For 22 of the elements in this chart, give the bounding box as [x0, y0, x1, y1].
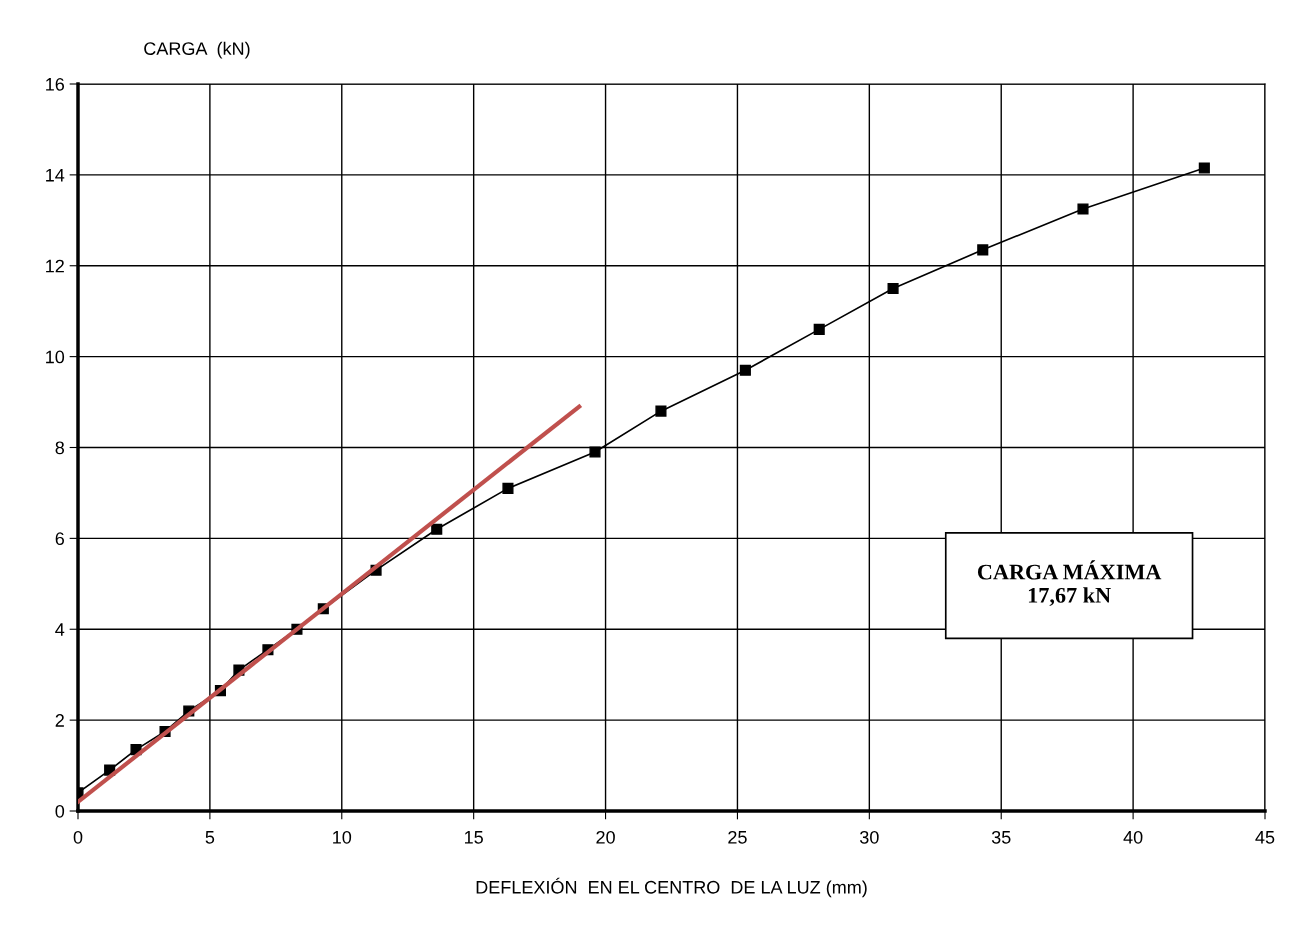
x-tick-label: 0: [73, 830, 83, 844]
x-tick-label: 15: [465, 831, 483, 844]
y-tick-label: 10: [46, 350, 65, 364]
y-tick-label: 4: [55, 623, 65, 636]
y-tick-label: 14: [46, 169, 65, 182]
x-tick-label: 45: [1255, 831, 1275, 844]
y-tick-label: 8: [55, 441, 65, 455]
x-axis-title: DEFLEXIÓN EN EL CENTRO DE LA LUZ (mm): [476, 877, 867, 898]
x-tick-label: 30: [859, 830, 879, 844]
y-tick-label: 0: [55, 804, 65, 818]
y-tick-label: 6: [55, 532, 65, 546]
y-tick-label: 16: [46, 77, 65, 91]
x-tick-label: 35: [991, 830, 1011, 844]
y-tick-label: 12: [46, 259, 64, 273]
x-tick-label: 5: [205, 831, 215, 844]
x-tick-label: 25: [728, 830, 747, 844]
annotation: CARGA MÁXIMA 17,67 kN: [977, 560, 1162, 607]
y-tick-label: 2: [55, 714, 64, 727]
x-tick-label: 10: [333, 830, 352, 844]
x-tick-label: 40: [1123, 830, 1143, 844]
y-axis-title: CARGA (kN): [144, 41, 250, 59]
x-tick-label: 20: [596, 830, 615, 844]
